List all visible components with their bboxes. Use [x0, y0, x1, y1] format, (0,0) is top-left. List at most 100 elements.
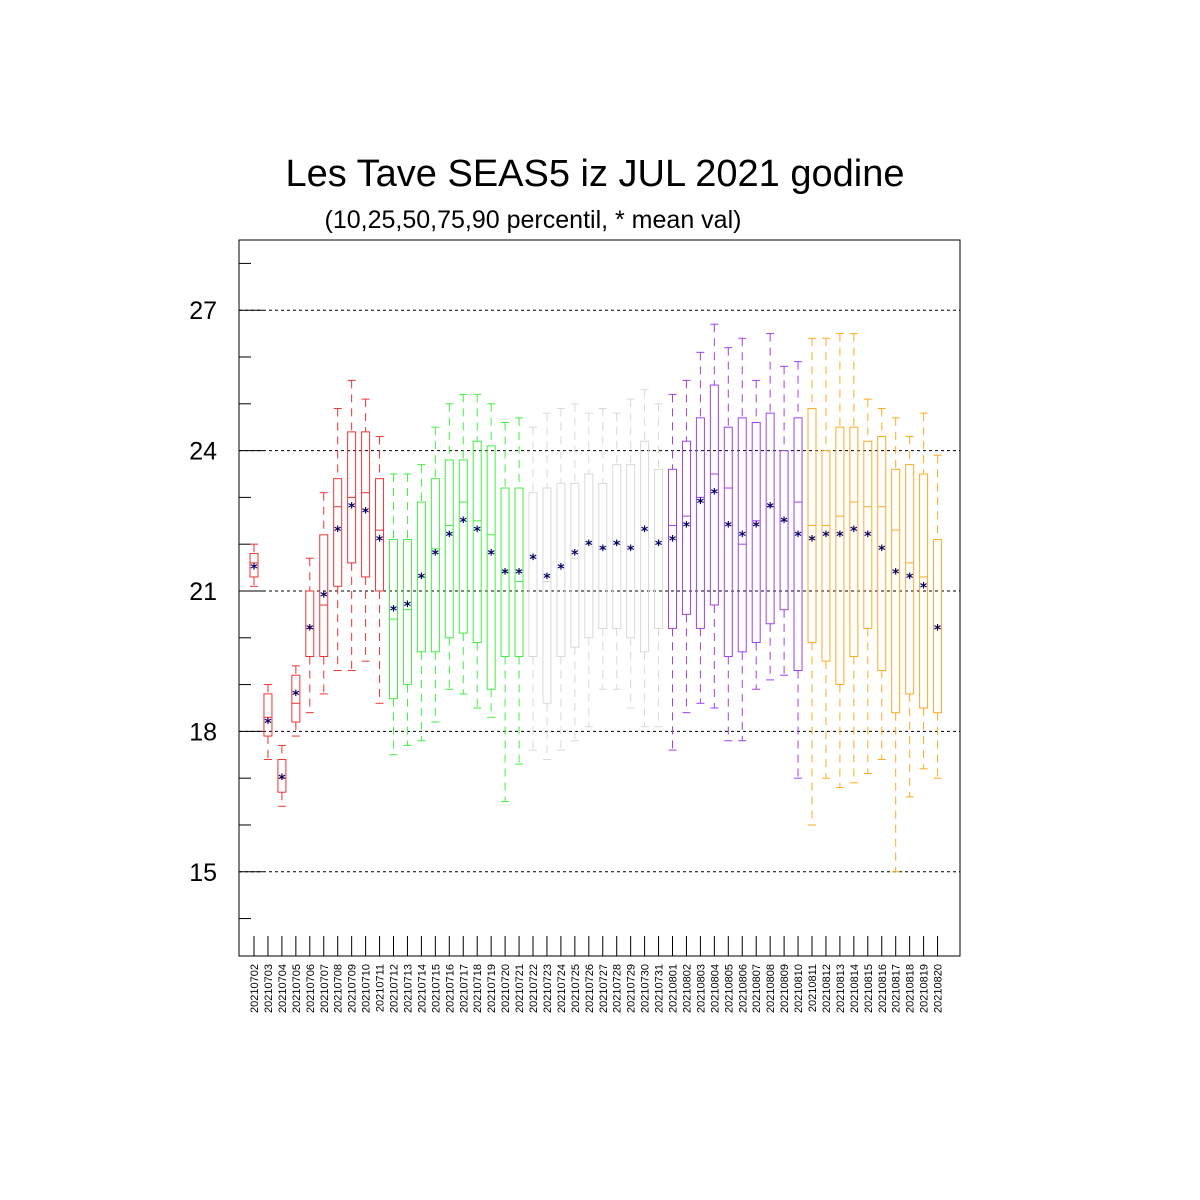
- mean-marker: *: [474, 524, 482, 540]
- box-20210702: *: [249, 543, 259, 587]
- x-tick-label: 20210713: [402, 964, 414, 1013]
- iqr-box: [333, 478, 343, 587]
- iqr-box: [626, 464, 636, 639]
- iqr-box: [430, 478, 440, 653]
- x-tick-label: 20210813: [835, 964, 847, 1013]
- mean-marker: *: [487, 548, 495, 564]
- x-tick-label: 20210731: [654, 964, 666, 1013]
- iqr-box: [263, 693, 273, 737]
- y-tick-label: 24: [189, 438, 217, 466]
- mean-marker: *: [934, 622, 942, 638]
- box-20210708: *: [333, 407, 343, 672]
- x-tick-label: 20210814: [849, 964, 861, 1013]
- box-20210714: *: [416, 464, 426, 742]
- box-20210728: *: [612, 412, 622, 690]
- mean-marker: *: [892, 566, 900, 582]
- iqr-box: [277, 758, 287, 793]
- box-20210808: *: [765, 333, 775, 681]
- box-20210705: *: [291, 665, 301, 737]
- mean-marker: *: [739, 529, 747, 545]
- box-20210727: *: [598, 407, 608, 690]
- x-tick-label: 20210805: [723, 964, 735, 1013]
- y-tick-label: 21: [189, 578, 217, 606]
- mean-marker: *: [264, 716, 272, 732]
- iqr-box: [681, 440, 691, 615]
- x-tick-label: 20210711: [375, 964, 387, 1012]
- box-20210712: *: [389, 473, 398, 756]
- box-20210802: *: [681, 379, 691, 714]
- x-tick-label: 20210817: [891, 964, 903, 1013]
- x-tick-label: 20210704: [277, 964, 289, 1013]
- mean-marker: *: [334, 524, 342, 540]
- box-20210729: *: [626, 398, 636, 709]
- mean-marker: *: [432, 548, 440, 564]
- grid-lines: [239, 309, 960, 873]
- box-20210809: *: [779, 365, 789, 676]
- box-20210731: *: [654, 403, 664, 728]
- box-20210819: *: [919, 412, 929, 770]
- chart-subtitle: (10,25,50,75,90 percentil, * mean val): [325, 206, 742, 234]
- box-20210719: *: [486, 403, 496, 718]
- y-tick-label: 27: [189, 297, 217, 325]
- mean-marker: *: [878, 543, 886, 559]
- mean-marker: *: [557, 562, 565, 578]
- box-20210707: *: [319, 492, 329, 695]
- x-tick-label: 20210728: [612, 964, 624, 1013]
- iqr-box: [514, 487, 524, 657]
- mean-marker: *: [850, 524, 858, 540]
- mean-marker: *: [278, 772, 286, 788]
- mean-marker: *: [627, 543, 635, 559]
- iqr-box: [472, 440, 482, 643]
- x-tick-label: 20210815: [863, 964, 875, 1013]
- box-20210810: *: [793, 361, 803, 779]
- mean-marker: *: [515, 566, 523, 582]
- mean-marker: *: [669, 534, 677, 550]
- box-20210711: *: [375, 436, 385, 704]
- iqr-box: [779, 450, 789, 611]
- box-20210725: *: [570, 403, 580, 742]
- box-20210713: *: [402, 473, 412, 746]
- iqr-box: [933, 539, 943, 714]
- x-tick-label: 20210819: [919, 964, 931, 1013]
- box-20210726: *: [584, 412, 594, 728]
- box-20210730: *: [640, 389, 650, 728]
- x-tick-label: 20210803: [695, 964, 707, 1013]
- iqr-box: [584, 473, 594, 639]
- x-axis-ticks: 20210702 20210703 20210704 20210705 20210706…: [249, 936, 945, 1013]
- x-tick-label: 20210723: [542, 964, 554, 1013]
- box-20210709: *: [347, 379, 357, 672]
- mean-marker: *: [306, 622, 314, 638]
- box-20210801: *: [668, 393, 677, 751]
- mean-marker: *: [641, 524, 649, 540]
- mean-marker: *: [320, 590, 328, 606]
- box-20210706: *: [305, 557, 315, 714]
- x-tick-label: 20210717: [458, 964, 470, 1013]
- iqr-box: [640, 440, 650, 653]
- x-tick-label: 20210707: [319, 964, 331, 1013]
- mean-marker: *: [446, 529, 454, 545]
- boxes: * * * * * * * * * * * * * * * * * * * * * * * * * * * * * * * * * * * * * * * *…: [249, 323, 943, 873]
- iqr-box: [849, 426, 859, 657]
- x-tick-label: 20210708: [333, 964, 345, 1013]
- iqr-box: [723, 426, 733, 657]
- iqr-box: [612, 464, 622, 629]
- box-20210710: *: [361, 398, 371, 662]
- x-tick-label: 20210811: [807, 964, 819, 1012]
- box-20210717: *: [458, 393, 468, 695]
- x-tick-label: 20210721: [514, 964, 526, 1013]
- iqr-box: [556, 482, 566, 657]
- mean-marker: *: [501, 566, 509, 582]
- mean-marker: *: [655, 538, 663, 554]
- iqr-box: [695, 417, 705, 629]
- x-tick-label: 20210720: [500, 964, 512, 1013]
- mean-marker: *: [906, 571, 914, 587]
- iqr-box: [751, 422, 761, 643]
- x-tick-label: 20210718: [472, 964, 484, 1013]
- mean-marker: *: [794, 529, 802, 545]
- iqr-box: [765, 412, 775, 625]
- mean-marker: *: [697, 496, 705, 512]
- mean-marker: *: [780, 515, 788, 531]
- x-tick-label: 20210804: [709, 964, 721, 1013]
- x-tick-label: 20210715: [430, 964, 442, 1013]
- box-20210814: *: [849, 333, 859, 784]
